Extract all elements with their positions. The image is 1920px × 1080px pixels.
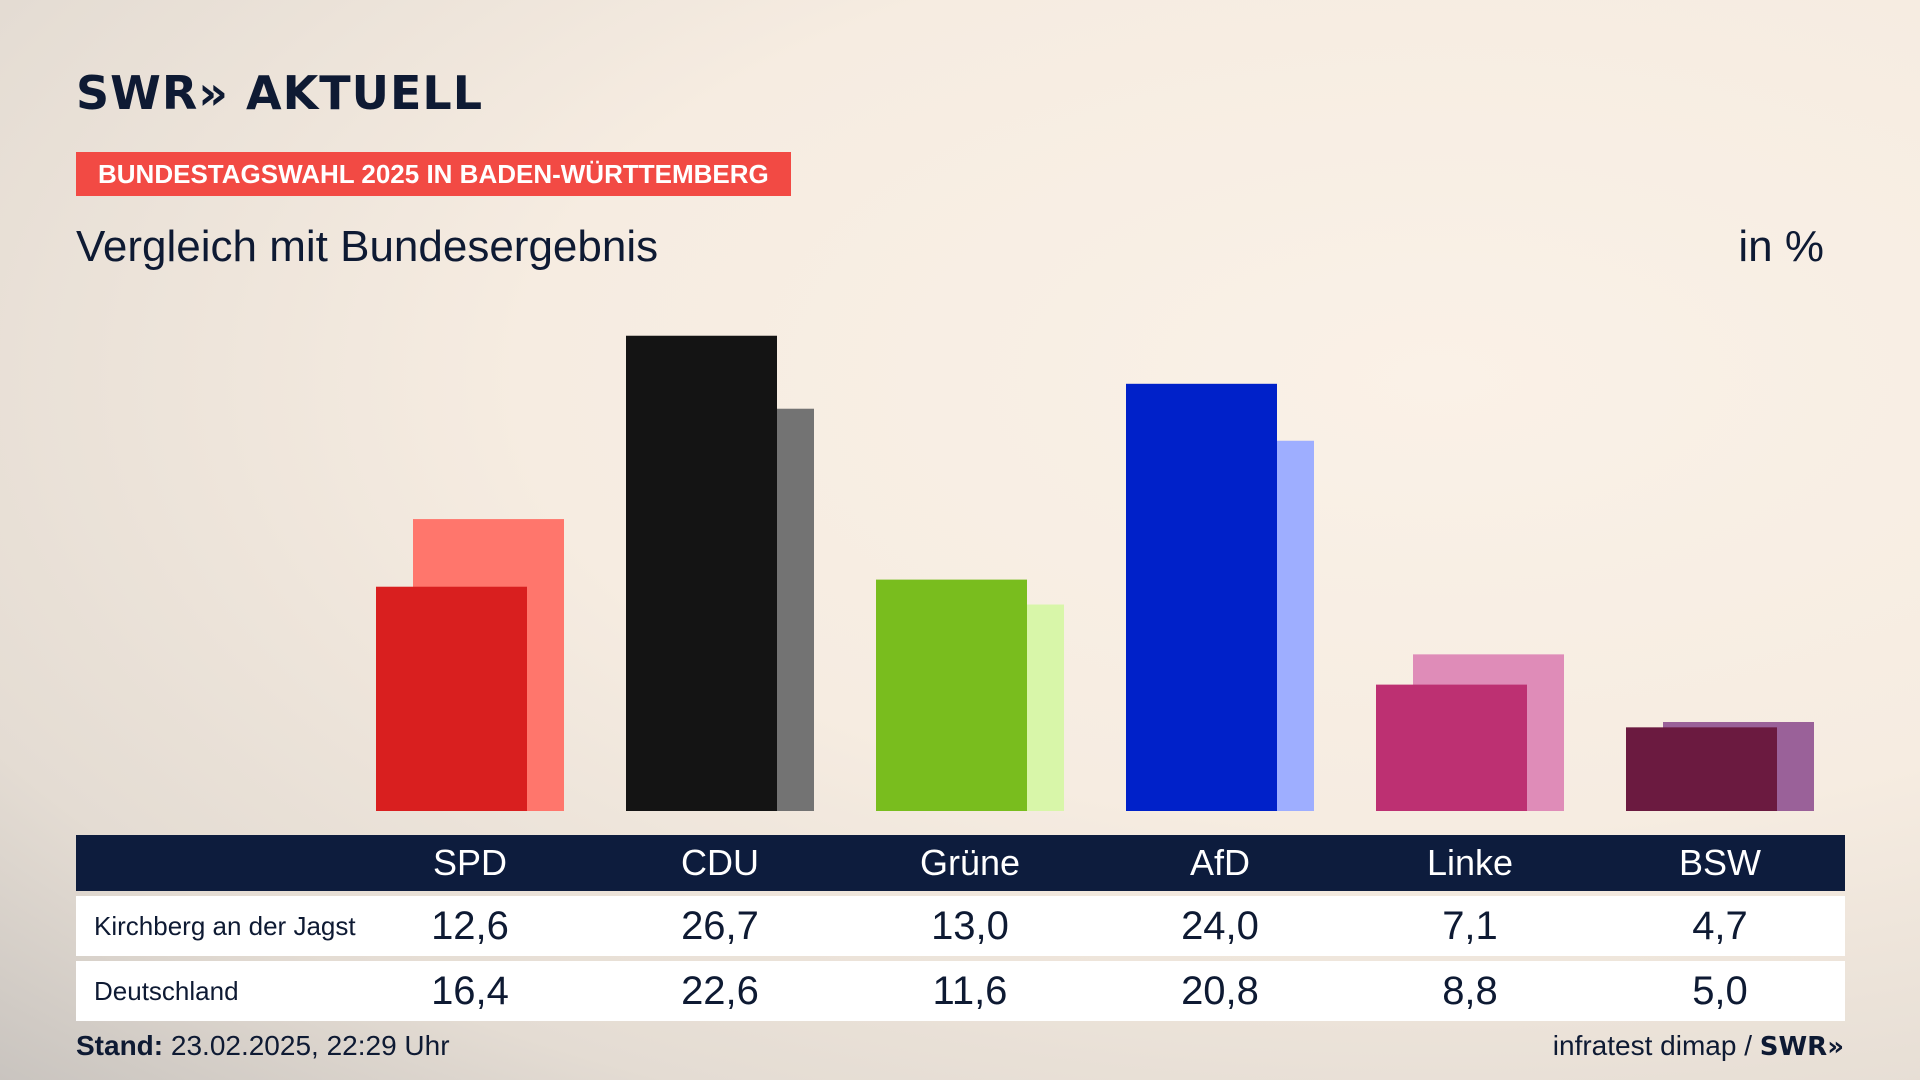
bar-local-gruene — [876, 579, 1027, 811]
value-local-afd: 24,0 — [1181, 904, 1259, 948]
swr-mini-logo: SWR» — [1759, 1032, 1844, 1062]
bar-local-spd — [376, 586, 527, 811]
election-banner: BUNDESTAGSWAHL 2025 IN BADEN-WÜRTTEMBERG — [76, 152, 791, 196]
value-local-cdu: 26,7 — [681, 904, 759, 948]
party-header-bsw: BSW — [1678, 842, 1761, 883]
stand-value: 23.02.2025, 22:29 Uhr — [163, 1030, 450, 1061]
party-header-afd: AfD — [1189, 842, 1250, 883]
stand-label: Stand: — [76, 1030, 164, 1061]
table-row-local: Kirchberg an der Jagst 12,6 26,7 13,0 24… — [76, 896, 1845, 956]
value-national-afd: 20,8 — [1181, 969, 1259, 1013]
unit-label: in % — [1738, 222, 1824, 271]
timestamp: Stand: 23.02.2025, 22:29 Uhr — [76, 1030, 450, 1062]
party-header-linke: Linke — [1426, 842, 1514, 883]
value-local-linke: 7,1 — [1442, 904, 1498, 948]
results-table: SPD CDU Grüne AfD Linke BSW Kirchberg an… — [76, 835, 1845, 1021]
value-local-bsw: 4,7 — [1692, 904, 1748, 948]
value-national-spd: 16,4 — [431, 969, 509, 1013]
table-row-national: Deutschland 16,4 22,6 11,6 20,8 8,8 5,0 — [76, 961, 1845, 1021]
source-text: infratest dimap / — [1552, 1030, 1760, 1061]
table-header: SPD CDU Grüne AfD Linke BSW — [76, 835, 1845, 891]
swr-aktuell-logo: SWR» AKTUELL — [76, 66, 484, 120]
bar-chart — [376, 335, 1814, 811]
value-local-spd: 12,6 — [431, 904, 509, 948]
party-header-gruene: Grüne — [919, 842, 1021, 883]
value-national-gruene: 11,6 — [932, 969, 1008, 1013]
bar-local-cdu — [626, 335, 777, 811]
party-header-cdu: CDU — [681, 842, 759, 883]
bar-local-linke — [1376, 684, 1527, 811]
source-credit: infratest dimap / SWR» — [1553, 1030, 1844, 1062]
value-local-gruene: 13,0 — [931, 904, 1009, 948]
value-national-cdu: 22,6 — [681, 969, 759, 1013]
party-header-spd: SPD — [432, 842, 508, 883]
value-national-linke: 8,8 — [1442, 969, 1498, 1013]
bar-local-afd — [1126, 383, 1277, 811]
row-label-local: Kirchberg an der Jagst — [94, 911, 356, 941]
row-label-national: Deutschland — [94, 976, 239, 1006]
value-national-bsw: 5,0 — [1692, 969, 1748, 1013]
chart-subtitle: Vergleich mit Bundesergebnis — [76, 222, 659, 271]
bar-local-bsw — [1626, 727, 1777, 811]
